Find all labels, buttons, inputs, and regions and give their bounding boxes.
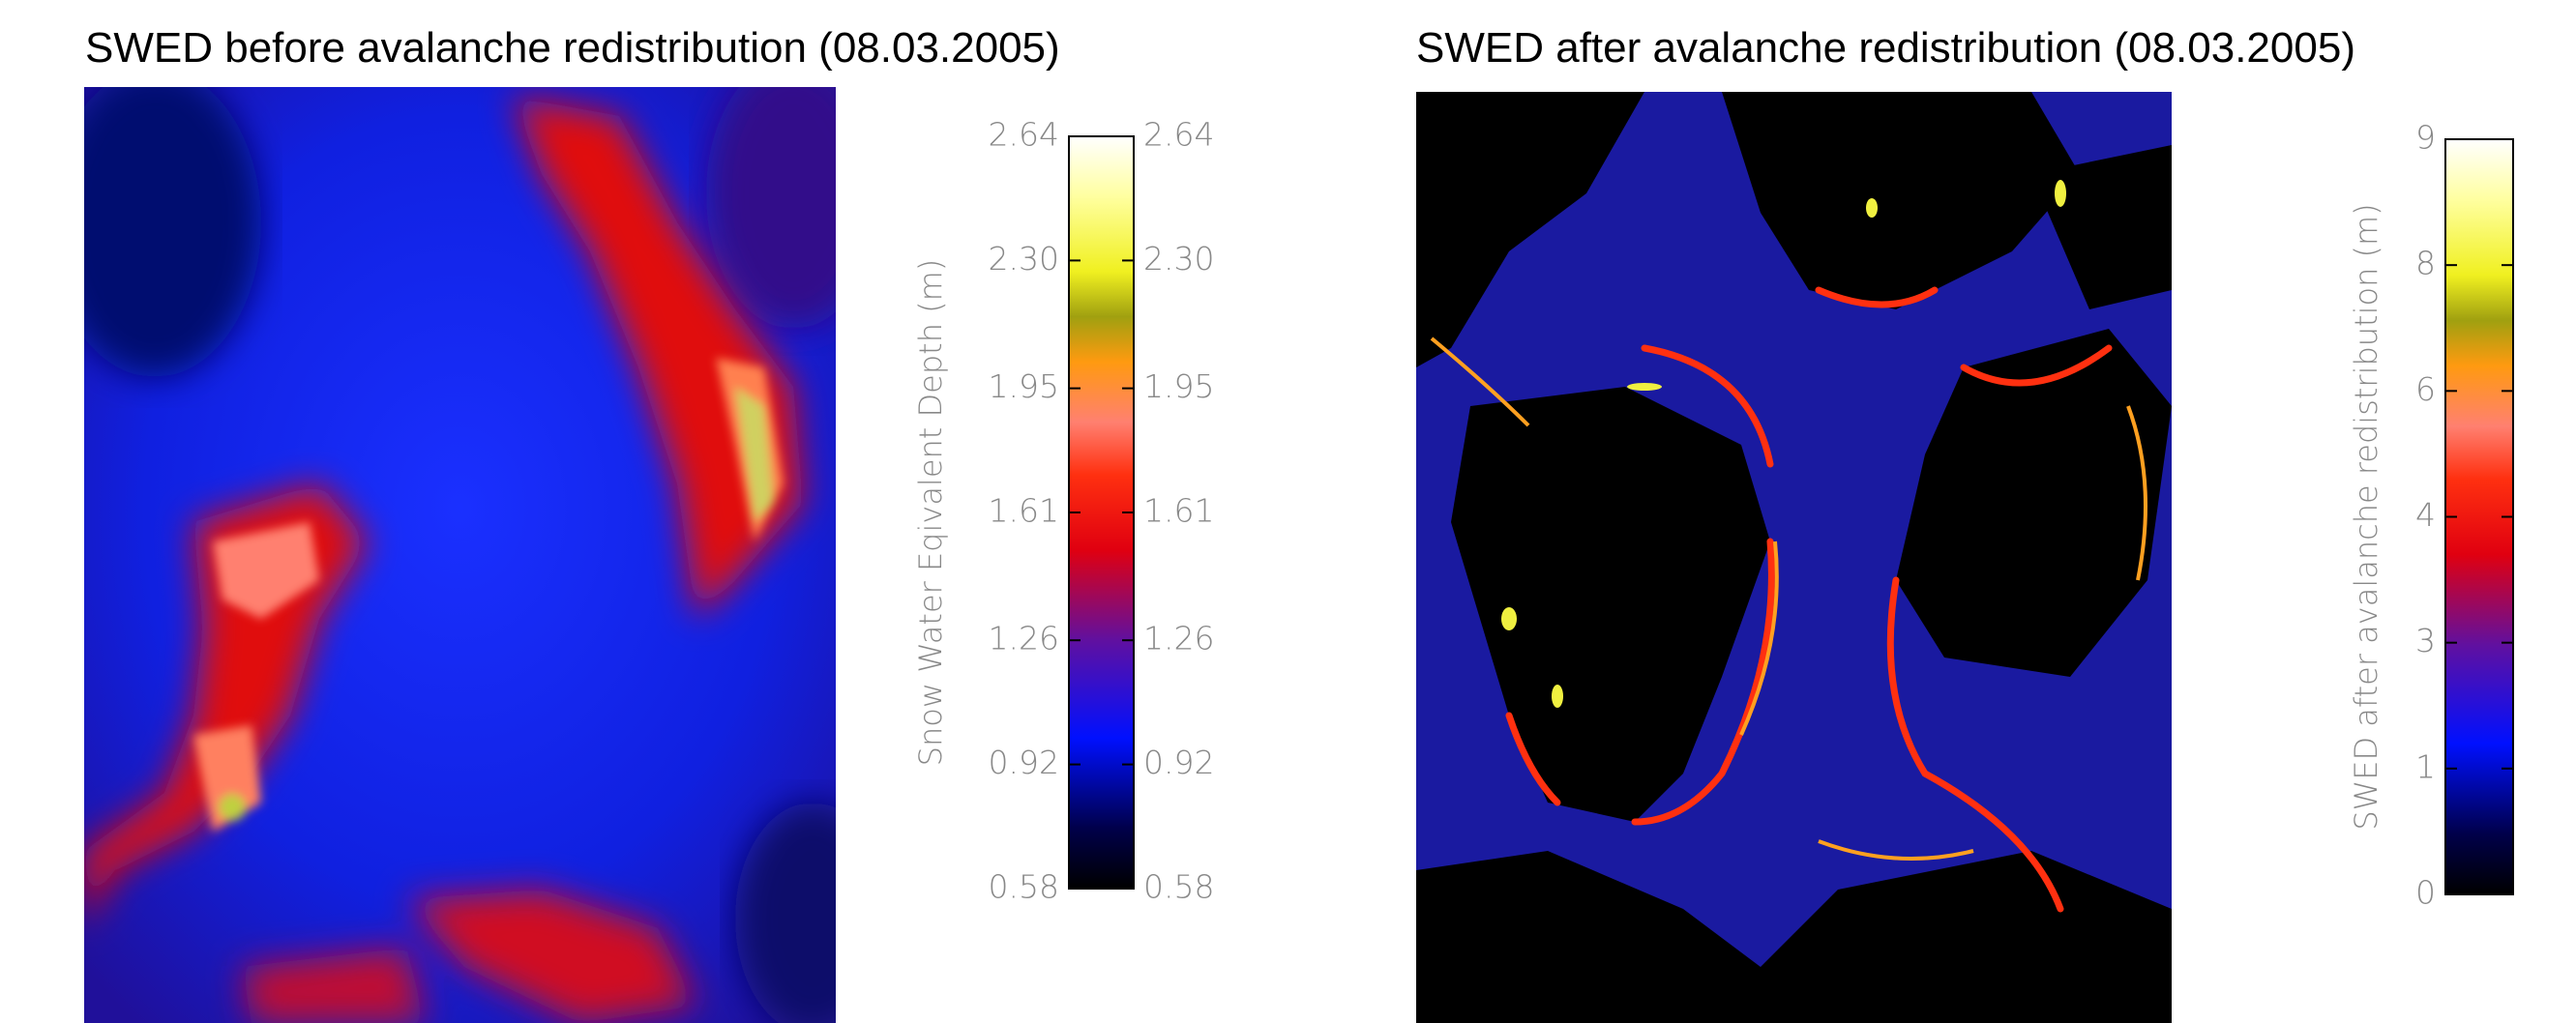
colorbar-label: Snow Water Eqivalent Depth (m) <box>912 259 949 767</box>
right-title: SWED after avalanche redistribution (08.… <box>1416 24 2355 72</box>
colorbar-tick-label: 3 <box>2415 622 2436 659</box>
colorbar-tick-label: 1.26 <box>989 620 1059 658</box>
colorbar-tick-label: 1 <box>2415 747 2436 785</box>
colorbar-tick-label: 4 <box>2415 496 2436 534</box>
colorbar-tick-label: 0.58 <box>1143 868 1214 906</box>
colorbar-tick-label: 1.95 <box>989 367 1059 405</box>
colorbar-right: 0 1 3 4 6 8 9 SWED after avalanche redistributi… <box>2348 119 2514 912</box>
left-title: SWED before avalanche redistribution (08… <box>85 24 1060 72</box>
colorbar-tick-label: 0 <box>2415 874 2436 912</box>
colorbar-tick-label: 1.26 <box>1143 620 1214 658</box>
colorbar-tick-label: 0.92 <box>989 744 1059 781</box>
colorbar-tick-label: 1.95 <box>1143 367 1214 405</box>
colorbar-tick-label: 9 <box>2415 119 2436 157</box>
colorbar-tick-label: 2.64 <box>1143 116 1214 154</box>
colorbar-tick-label: 6 <box>2415 370 2436 408</box>
colorbar-tick-label: 0.92 <box>1143 744 1214 781</box>
colorbar-tick-label: 1.61 <box>1143 492 1214 530</box>
colorbar-tick-label: 8 <box>2415 245 2436 282</box>
colorbar-tick-label: 2.30 <box>1143 240 1214 278</box>
colorbar-tick-label: 2.30 <box>989 240 1059 278</box>
colorbar-left: 0.58 0.58 0.92 0.92 1.26 1.26 1.61 1.61 1.95 1.95… <box>912 116 1214 906</box>
left-map <box>84 87 836 1023</box>
right-map <box>1416 92 2172 1023</box>
colorbar-tick-label: 2.64 <box>989 116 1059 154</box>
colorbar-label: SWED after avalanche redistribution (m) <box>2348 203 2384 830</box>
colorbar-tick-label: 1.61 <box>989 492 1059 530</box>
colorbar-tick-label: 0.58 <box>989 868 1059 906</box>
